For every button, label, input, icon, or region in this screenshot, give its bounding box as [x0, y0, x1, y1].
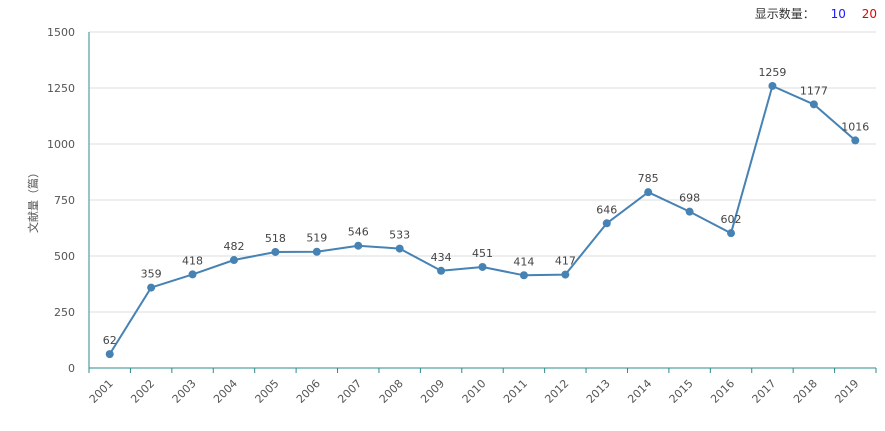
series-line: [108, 85, 856, 355]
x-axis-ticks: 2001 2002 2003 2004 2005 2006 2007 2008 2009 2010…: [87, 377, 862, 406]
data-point: [561, 270, 570, 279]
data-point: [312, 247, 321, 256]
data-point: [188, 270, 197, 279]
display-count-label: 显示数量：: [754, 7, 815, 21]
x-tick-label: 2003: [170, 377, 199, 406]
x-tick-label: 2017: [750, 377, 779, 406]
data-labels: 62 359 418 482 518 519 546 533 434 451 414 417 646 78…: [103, 66, 870, 347]
x-tick-label: 2001: [87, 377, 116, 406]
data-label: 482: [223, 240, 244, 253]
data-point: [229, 256, 238, 265]
x-tick-label: 2006: [294, 377, 323, 406]
x-tick-label: 2004: [211, 377, 240, 406]
data-point: [105, 350, 114, 359]
data-point: [727, 229, 736, 238]
data-point: [478, 262, 487, 271]
y-tick-label: 1500: [47, 26, 75, 39]
data-label: 359: [141, 268, 162, 281]
data-label: 533: [389, 229, 410, 242]
data-label: 62: [103, 334, 117, 347]
x-tick-label: 2005: [253, 377, 282, 406]
y-axis-ticks: 0 250 500 750 1000 1250 1500: [47, 26, 75, 375]
data-point: [354, 241, 363, 250]
data-label: 434: [431, 251, 452, 264]
data-label: 1177: [800, 84, 828, 97]
data-point: [519, 271, 528, 280]
data-point: [147, 283, 156, 292]
y-tick-label: 750: [54, 194, 75, 207]
x-tick-label: 2011: [501, 377, 530, 406]
data-point: [644, 188, 653, 197]
data-point: [395, 244, 404, 253]
y-tick-label: 0: [68, 362, 75, 375]
data-label: 519: [306, 232, 327, 245]
data-label: 1259: [758, 66, 786, 79]
data-label: 602: [721, 213, 742, 226]
data-label: 698: [679, 192, 700, 205]
data-label: 414: [513, 255, 534, 268]
data-point: [602, 219, 611, 228]
x-tick-label: 2007: [335, 377, 364, 406]
data-label: 451: [472, 247, 493, 260]
x-tick-label: 2015: [667, 377, 696, 406]
data-label: 646: [596, 203, 617, 216]
data-point: [809, 100, 818, 109]
data-label: 1016: [841, 120, 869, 133]
data-point: [685, 207, 694, 216]
x-tick-label: 2002: [128, 377, 157, 406]
y-tick-label: 1250: [47, 82, 75, 95]
display-count-control: 显示数量： 10 20: [755, 5, 877, 22]
y-tick-label: 500: [54, 250, 75, 263]
data-point: [768, 81, 777, 90]
data-point: [271, 247, 280, 256]
x-tick-label: 2008: [377, 377, 406, 406]
series-line-path: [108, 85, 856, 355]
display-count-10-option[interactable]: 10: [830, 7, 846, 21]
display-count-20-option[interactable]: 20: [861, 7, 877, 21]
x-tick-label: 2018: [791, 377, 820, 406]
x-tick-label: 2014: [625, 377, 654, 406]
data-label: 546: [348, 226, 369, 239]
gridlines: [89, 31, 876, 313]
x-tick-label: 2013: [584, 377, 613, 406]
x-tick-label: 2016: [708, 377, 737, 406]
data-label: 418: [182, 254, 203, 267]
y-tick-label: 1000: [47, 138, 75, 151]
y-tick-label: 250: [54, 306, 75, 319]
x-tick-label: 2012: [542, 377, 571, 406]
y-axis-label: 文献量（篇）: [26, 167, 40, 233]
data-label: 417: [555, 255, 576, 268]
x-tick-label: 2019: [832, 377, 861, 406]
data-point: [437, 266, 446, 275]
axes: [88, 32, 877, 373]
data-point: [851, 136, 860, 145]
x-tick-label: 2009: [418, 377, 447, 406]
data-label: 518: [265, 232, 286, 245]
x-tick-label: 2010: [460, 377, 489, 406]
data-label: 785: [638, 172, 659, 185]
data-points: [105, 81, 860, 359]
